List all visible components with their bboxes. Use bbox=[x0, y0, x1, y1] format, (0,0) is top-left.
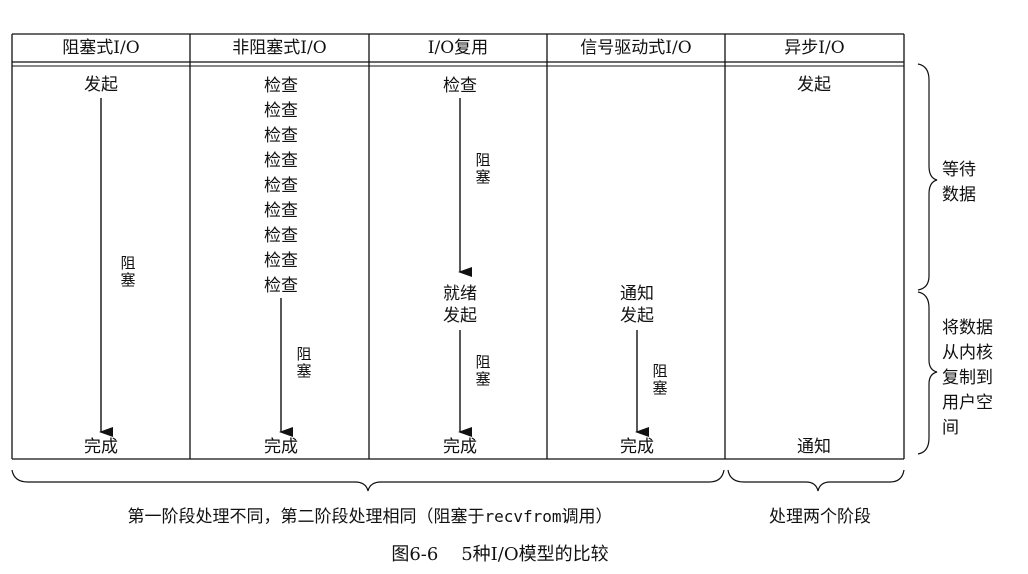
header-async-io: 异步I/O bbox=[784, 38, 845, 58]
nonblocking-check-3: 检查 bbox=[264, 126, 298, 146]
copy-data-brace bbox=[917, 291, 938, 455]
nonblocking-check-8: 检查 bbox=[264, 251, 298, 271]
header-signal-driven-io: 信号驱动式I/O bbox=[580, 38, 692, 58]
bottom-left-label: 第一阶段处理不同，第二阶段处理相同（阻塞于recvfrom调用） bbox=[60, 502, 680, 527]
header-blocking-io: 阻塞式I/O bbox=[62, 38, 140, 58]
async-start: 发起 bbox=[797, 75, 831, 95]
signal-notify: 通知 bbox=[620, 284, 654, 304]
bottom-left-text-pre: 第一阶段处理不同，第二阶段处理相同（阻塞于 bbox=[127, 507, 485, 527]
copy-data-label-line5: 间 bbox=[942, 418, 959, 438]
bottom-brace-right bbox=[727, 469, 905, 492]
bottom-left-text-code: recvfrom bbox=[484, 507, 562, 526]
wait-data-label-line2: 数据 bbox=[942, 185, 976, 205]
nonblocking-end: 完成 bbox=[264, 437, 298, 457]
signal-block-label: 阻塞 bbox=[652, 362, 668, 397]
nonblocking-check-6: 检查 bbox=[264, 201, 298, 221]
wait-data-brace bbox=[917, 63, 938, 291]
nonblocking-check-7: 检查 bbox=[264, 226, 298, 246]
wait-data-label-line1: 等待 bbox=[942, 160, 976, 180]
nonblocking-check-4: 检查 bbox=[264, 151, 298, 171]
multiplex-block-label-1: 阻塞 bbox=[475, 151, 491, 186]
blocking-start: 发起 bbox=[84, 75, 118, 95]
multiplex-ready: 就绪 bbox=[443, 284, 477, 304]
multiplex-start: 发起 bbox=[443, 306, 477, 326]
bottom-brace-left bbox=[11, 469, 725, 492]
nonblocking-block-label: 阻塞 bbox=[296, 345, 312, 380]
multiplex-end: 完成 bbox=[443, 437, 477, 457]
multiplex-block-label-2: 阻塞 bbox=[475, 353, 491, 388]
copy-data-label-line2: 从内核 bbox=[942, 343, 993, 363]
header-nonblocking-io: 非阻塞式I/O bbox=[232, 38, 327, 58]
blocking-block-label: 阻塞 bbox=[120, 254, 136, 289]
nonblocking-check-1: 检查 bbox=[264, 76, 298, 96]
figure-caption: 图6-6 5种I/O模型的比较 bbox=[391, 544, 609, 565]
signal-end: 完成 bbox=[620, 437, 654, 457]
blocking-end: 完成 bbox=[84, 437, 118, 457]
copy-data-label-line3: 复制到 bbox=[942, 368, 993, 388]
nonblocking-check-2: 检查 bbox=[264, 101, 298, 121]
bottom-right-label: 处理两个阶段 bbox=[769, 507, 871, 527]
signal-start: 发起 bbox=[620, 306, 654, 326]
async-notify: 通知 bbox=[797, 437, 831, 457]
multiplex-check: 检查 bbox=[443, 76, 477, 96]
nonblocking-check-5: 检查 bbox=[264, 176, 298, 196]
header-io-multiplexing: I/O复用 bbox=[427, 38, 489, 58]
copy-data-label-line4: 用户空 bbox=[942, 393, 993, 413]
nonblocking-check-9: 检查 bbox=[264, 276, 298, 296]
bottom-left-text-post: 调用） bbox=[561, 507, 613, 527]
copy-data-label-line1: 将数据 bbox=[942, 318, 993, 338]
